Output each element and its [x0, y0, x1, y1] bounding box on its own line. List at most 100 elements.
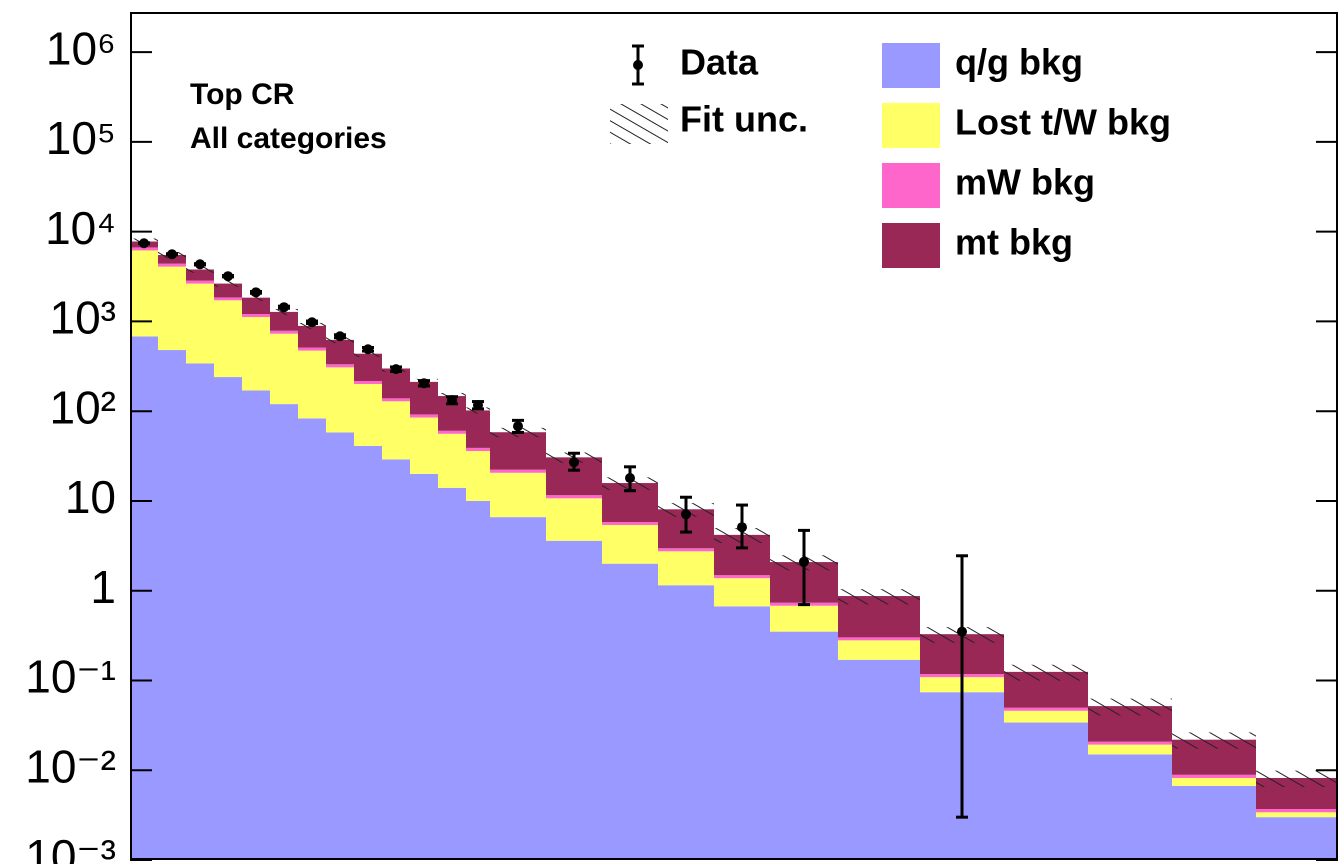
- bar-segment: [214, 297, 242, 301]
- bar-segment: [658, 551, 714, 586]
- bar-segment: [130, 250, 158, 337]
- bar-segment: [466, 410, 490, 448]
- bar-segment: [382, 401, 410, 460]
- data-point: [391, 364, 401, 375]
- bar-segment: [1256, 817, 1338, 860]
- bar-segment: [1172, 785, 1256, 860]
- data-point: [799, 556, 809, 567]
- bar-segment: [838, 637, 920, 641]
- bar-segment: [546, 540, 602, 860]
- data-point: [307, 317, 317, 328]
- bar-segment: [466, 451, 490, 501]
- bar-segment: [158, 263, 186, 267]
- data-point: [279, 302, 289, 313]
- bar-segment: [214, 300, 242, 378]
- bar-segment: [326, 432, 354, 860]
- bar-segment: [770, 631, 838, 860]
- y-tick-label: 10: [65, 471, 116, 523]
- bar-segment: [270, 404, 298, 860]
- bar-segment: [214, 377, 242, 860]
- bar-segment: [770, 605, 838, 632]
- bar-segment: [270, 330, 298, 334]
- bar-segment: [186, 280, 214, 284]
- bar-segment: [1088, 744, 1172, 755]
- bar-segment: [838, 659, 920, 860]
- bar-segment: [158, 266, 186, 351]
- bar-segment: [546, 495, 602, 499]
- bar-segment: [1172, 774, 1256, 778]
- bar-segment: [298, 325, 326, 348]
- fit-uncertainty: [838, 589, 920, 605]
- bar-segment: [1088, 741, 1172, 745]
- data-point: [737, 522, 747, 533]
- fit-uncertainty: [1004, 664, 1088, 681]
- bar-segment: [714, 606, 770, 860]
- bar-segment: [298, 347, 326, 351]
- bar-segment: [838, 640, 920, 660]
- data-point: [681, 509, 691, 520]
- bar-segment: [242, 313, 270, 318]
- bar-segment: [490, 472, 546, 518]
- bar-segment: [354, 383, 382, 446]
- bar-segment: [658, 585, 714, 860]
- bar-segment: [714, 578, 770, 607]
- legend-swatch: [882, 43, 940, 88]
- legend: Data Fit unc. q/g bkg Lost t/W bkg mW bkg m…: [610, 42, 1171, 268]
- legend-label: Lost t/W bkg: [955, 102, 1171, 143]
- bar-segment: [270, 333, 298, 405]
- data-point: [513, 421, 523, 432]
- bar-segment: [186, 363, 214, 860]
- legend-swatch: [882, 103, 940, 148]
- annotation: All categories: [190, 122, 387, 155]
- data-point: [625, 473, 635, 484]
- bar-segment: [1172, 777, 1256, 786]
- fit-uncertainty: [1172, 732, 1256, 749]
- bar-segment: [354, 445, 382, 860]
- annotation: Top CR: [190, 78, 295, 111]
- bar-segment: [602, 524, 658, 564]
- data-point: [569, 457, 579, 468]
- bar-segment: [438, 430, 466, 434]
- data-point: [195, 259, 205, 270]
- bar-segment: [490, 469, 546, 473]
- y-tick-label: 10⁻²: [25, 740, 116, 792]
- fit-uncertainty: [1088, 698, 1172, 716]
- axes: 10⁶ 10⁵ 10⁴ 10³ 10² 10 1 10⁻¹ 10⁻² 10⁻³: [25, 22, 1338, 864]
- bar-segment: [298, 350, 326, 419]
- data-point: [167, 249, 177, 260]
- bar-segment: [1004, 707, 1088, 711]
- bar-segment: [1256, 812, 1338, 818]
- y-tick-label: 10³: [50, 292, 116, 344]
- bar-segment: [714, 575, 770, 579]
- legend-label: mW bkg: [955, 162, 1095, 203]
- bar-segment: [410, 417, 438, 474]
- bar-segment: [326, 367, 354, 433]
- bar-segment: [490, 517, 546, 860]
- legend-label: Fit unc.: [680, 99, 808, 140]
- bar-segment: [438, 433, 466, 488]
- bar-segment: [242, 317, 270, 391]
- plot-area: [130, 238, 1338, 860]
- bar-segment: [326, 364, 354, 368]
- bar-segment: [490, 432, 546, 470]
- bar-segment: [466, 447, 490, 452]
- fit-uncertainty: [466, 407, 490, 414]
- bar-segment: [242, 297, 270, 314]
- bar-segment: [410, 414, 438, 418]
- legend-swatch: [882, 223, 940, 268]
- data-point: [139, 238, 149, 249]
- bar-segment: [602, 521, 658, 525]
- y-tick-label: 10⁵: [46, 112, 116, 164]
- bar-segment: [158, 254, 186, 264]
- bar-segment: [602, 563, 658, 860]
- data-point: [251, 287, 261, 298]
- bar-segment: [1088, 754, 1172, 860]
- fit-uncertainty: [214, 280, 242, 287]
- data-point: [335, 331, 345, 342]
- bar-segment: [1256, 808, 1338, 813]
- fit-uncertainty: [1256, 770, 1338, 788]
- bar-segment: [410, 473, 438, 860]
- data-point: [363, 344, 373, 355]
- legend-label: mt bkg: [955, 222, 1073, 263]
